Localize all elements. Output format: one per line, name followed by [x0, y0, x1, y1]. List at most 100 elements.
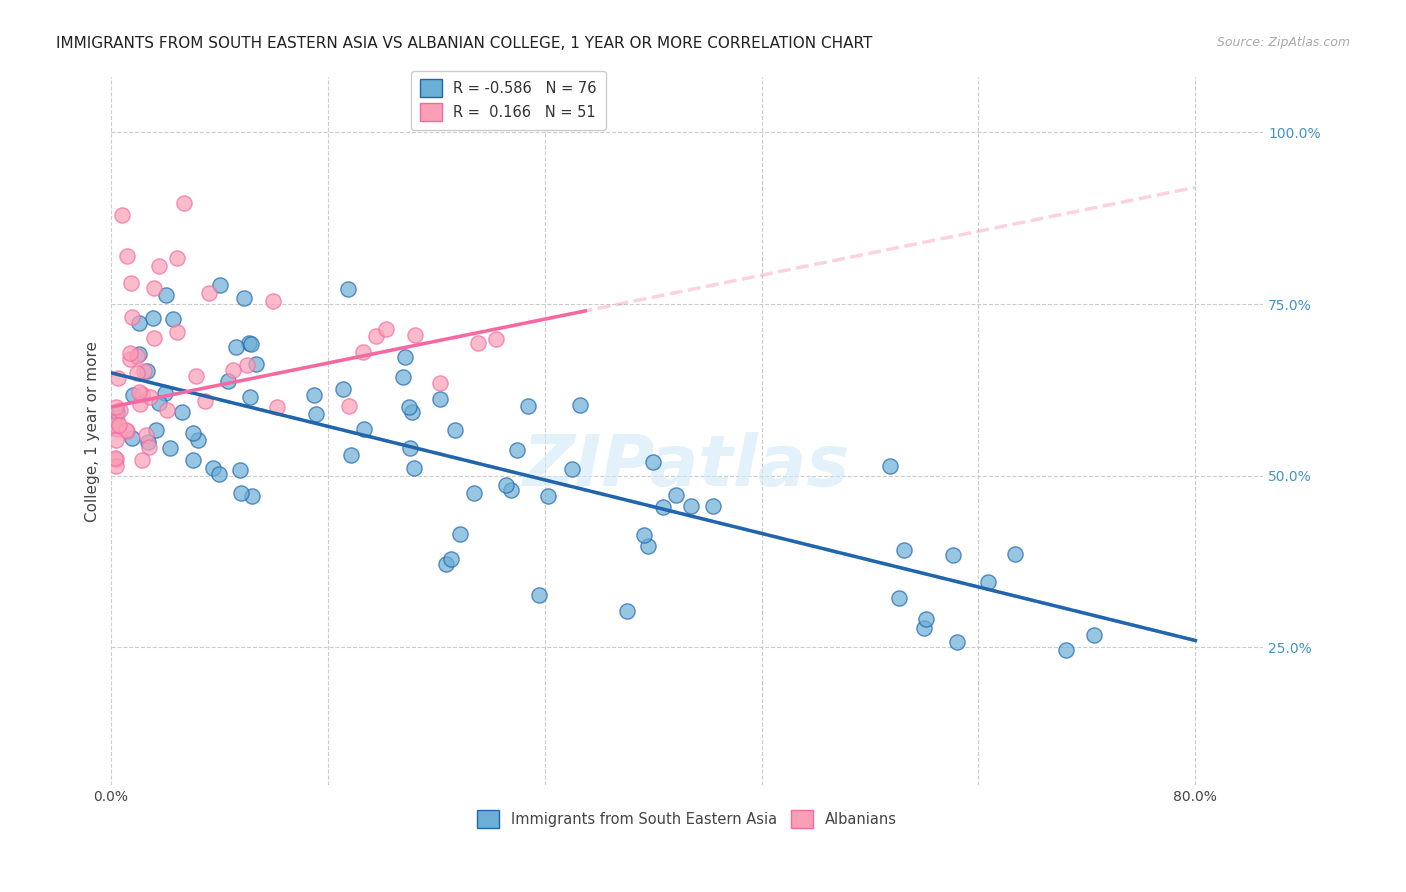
Point — [1004, 547, 1026, 561]
Point — [131, 452, 153, 467]
Point — [145, 423, 167, 437]
Point — [484, 332, 506, 346]
Point — [495, 478, 517, 492]
Point — [107, 422, 129, 436]
Point — [217, 374, 239, 388]
Text: IMMIGRANTS FROM SOUTH EASTERN ASIA VS ALBANIAN COLLEGE, 1 YEAR OR MORE CORRELATI: IMMIGRANTS FROM SOUTH EASTERN ASIA VS AL… — [56, 36, 873, 51]
Point — [142, 311, 165, 326]
Point — [914, 612, 936, 626]
Point — [187, 433, 209, 447]
Point — [374, 322, 396, 336]
Point — [121, 310, 143, 324]
Point — [679, 499, 702, 513]
Point — [561, 462, 583, 476]
Point — [104, 451, 127, 466]
Point — [181, 452, 204, 467]
Point — [166, 252, 188, 266]
Point — [332, 382, 354, 396]
Point — [120, 352, 142, 367]
Point — [128, 347, 150, 361]
Point — [352, 344, 374, 359]
Point — [115, 249, 138, 263]
Point — [429, 392, 451, 406]
Point — [107, 371, 129, 385]
Point — [104, 400, 127, 414]
Point — [121, 388, 143, 402]
Point — [231, 486, 253, 500]
Point — [887, 591, 910, 606]
Point — [633, 527, 655, 541]
Point — [364, 328, 387, 343]
Point — [1054, 643, 1077, 657]
Point — [337, 399, 360, 413]
Point — [977, 575, 1000, 590]
Point — [429, 376, 451, 390]
Point — [467, 336, 489, 351]
Point — [148, 259, 170, 273]
Point — [238, 335, 260, 350]
Point — [945, 635, 967, 649]
Legend: Immigrants from South Eastern Asia, Albanians: Immigrants from South Eastern Asia, Alba… — [471, 805, 903, 834]
Point — [118, 346, 141, 360]
Point — [153, 386, 176, 401]
Point — [434, 558, 457, 572]
Y-axis label: College, 1 year or more: College, 1 year or more — [86, 341, 100, 522]
Point — [143, 280, 166, 294]
Point — [440, 552, 463, 566]
Point — [402, 461, 425, 475]
Point — [879, 458, 901, 473]
Point — [110, 208, 132, 222]
Point — [240, 489, 263, 503]
Point — [159, 441, 181, 455]
Point — [229, 463, 252, 477]
Point — [108, 418, 131, 433]
Point — [665, 487, 688, 501]
Point — [105, 458, 128, 473]
Point — [132, 364, 155, 378]
Point — [198, 285, 221, 300]
Point — [239, 337, 262, 351]
Point — [120, 277, 142, 291]
Point — [170, 405, 193, 419]
Point — [127, 349, 149, 363]
Point — [107, 405, 129, 419]
Point — [115, 424, 138, 438]
Point — [128, 397, 150, 411]
Point — [222, 362, 245, 376]
Point — [131, 387, 153, 401]
Text: ZIPatlas: ZIPatlas — [523, 432, 851, 501]
Point — [401, 405, 423, 419]
Point — [107, 414, 129, 428]
Point — [225, 339, 247, 353]
Point — [398, 441, 420, 455]
Point — [105, 452, 128, 467]
Point — [339, 449, 361, 463]
Point — [156, 403, 179, 417]
Point — [232, 291, 254, 305]
Point — [616, 604, 638, 618]
Point — [239, 390, 262, 404]
Point — [181, 426, 204, 441]
Point — [398, 401, 420, 415]
Point — [128, 385, 150, 400]
Point — [463, 485, 485, 500]
Point — [305, 408, 328, 422]
Point — [236, 359, 259, 373]
Point — [208, 278, 231, 293]
Point — [202, 460, 225, 475]
Point — [392, 369, 415, 384]
Point — [912, 621, 935, 635]
Point — [155, 288, 177, 302]
Point — [184, 369, 207, 384]
Point — [893, 543, 915, 558]
Point — [537, 489, 560, 503]
Point — [105, 433, 128, 447]
Point — [148, 396, 170, 410]
Point — [135, 428, 157, 442]
Point — [266, 401, 288, 415]
Point — [643, 455, 665, 469]
Point — [506, 442, 529, 457]
Point — [162, 312, 184, 326]
Point — [166, 325, 188, 339]
Point — [143, 331, 166, 345]
